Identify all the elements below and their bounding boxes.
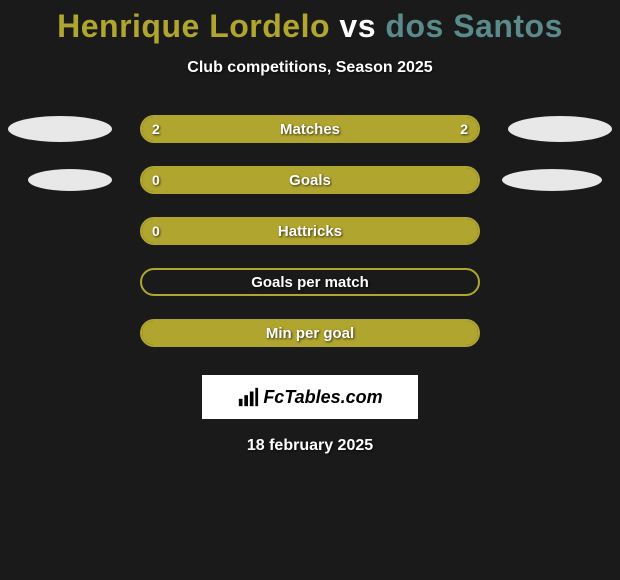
player2-name: dos Santos bbox=[385, 8, 562, 44]
stat-row: 0 Hattricks bbox=[0, 217, 620, 245]
stat-value-left: 0 bbox=[152, 223, 160, 239]
stat-bar: Min per goal bbox=[140, 319, 480, 347]
stat-label: Matches bbox=[280, 121, 340, 138]
stat-bar: Goals per match bbox=[140, 268, 480, 296]
stat-label: Hattricks bbox=[278, 223, 342, 240]
stat-row: 0 Goals bbox=[0, 166, 620, 194]
stat-value-left: 2 bbox=[152, 121, 160, 137]
date-label: 18 february 2025 bbox=[0, 437, 620, 455]
player2-ellipse bbox=[502, 169, 602, 191]
stat-bar: 0 Hattricks bbox=[140, 217, 480, 245]
stat-rows: 2 2 Matches 0 Goals 0 Hattricks Goals per match… bbox=[0, 115, 620, 347]
player1-ellipse bbox=[28, 169, 112, 191]
logo-box[interactable]: FcTables.com bbox=[202, 375, 418, 419]
stat-bar: 0 Goals bbox=[140, 166, 480, 194]
subtitle: Club competitions, Season 2025 bbox=[0, 59, 620, 77]
player1-name: Henrique Lordelo bbox=[57, 8, 330, 44]
comparison-widget: Henrique Lordelo vs dos Santos Club comp… bbox=[0, 0, 620, 455]
logo-text: FcTables.com bbox=[263, 387, 382, 408]
player2-ellipse bbox=[508, 116, 612, 142]
player1-ellipse bbox=[8, 116, 112, 142]
page-title: Henrique Lordelo vs dos Santos bbox=[0, 8, 620, 45]
stat-row: Min per goal bbox=[0, 319, 620, 347]
stat-value-right: 2 bbox=[460, 121, 468, 137]
stat-value-left: 0 bbox=[152, 172, 160, 188]
vs-separator: vs bbox=[339, 8, 376, 44]
stat-row: 2 2 Matches bbox=[0, 115, 620, 143]
stat-bar: 2 2 Matches bbox=[140, 115, 480, 143]
stat-row: Goals per match bbox=[0, 268, 620, 296]
stat-label: Min per goal bbox=[266, 325, 354, 342]
stat-label: Goals bbox=[289, 172, 331, 189]
bars-chart-icon bbox=[237, 386, 259, 408]
stat-label: Goals per match bbox=[251, 274, 369, 291]
